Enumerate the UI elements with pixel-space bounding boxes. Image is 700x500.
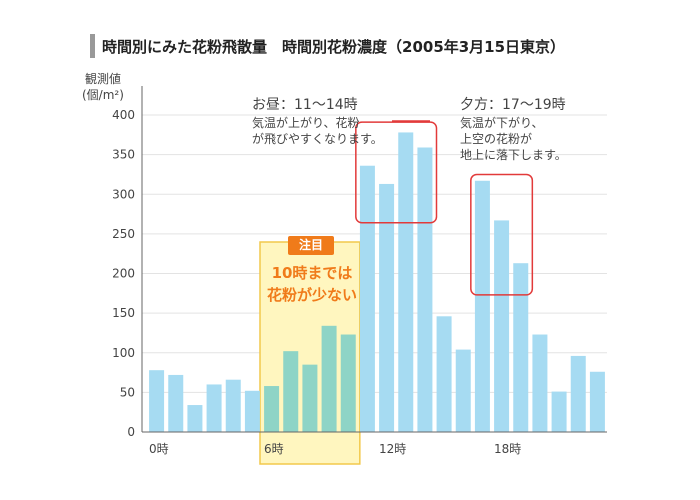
bar: [436, 316, 452, 432]
evening-annotation-line1: 気温が下がり、: [460, 116, 544, 130]
bar: [187, 405, 203, 432]
evening-callout-box: [470, 173, 534, 296]
bar: [321, 325, 337, 432]
x-tick-label: 6時: [264, 442, 284, 456]
midday-annotation-line1: 気温が上がり、花粉: [252, 116, 360, 130]
bar: [551, 391, 567, 432]
bar: [494, 220, 510, 432]
y-tick-label: 400: [112, 108, 135, 122]
bar: [513, 263, 529, 432]
x-tick-label: 12時: [379, 442, 406, 456]
focus-text-line2: 花粉が少ない: [266, 286, 357, 304]
y-tick-label: 0: [127, 425, 135, 439]
y-tick-label: 250: [112, 227, 135, 241]
bar: [168, 374, 184, 432]
bar: [398, 132, 414, 432]
y-axis-label-line1: 観測値: [84, 72, 121, 86]
title-accent-bar: [90, 34, 95, 58]
midday-callout-box: [355, 121, 438, 224]
evening-annotation-line3: 地上に落下します。: [460, 148, 567, 162]
midday-annotation-head: お昼：11〜14時: [252, 97, 358, 113]
bar: [417, 147, 433, 432]
bar: [149, 370, 165, 432]
y-tick-label: 350: [112, 148, 135, 162]
evening-annotation: 夕方：17〜19時 気温が下がり、 上空の花粉が 地上に落下します。: [460, 96, 567, 163]
bar: [244, 390, 260, 432]
x-tick-label: 18時: [494, 442, 521, 456]
focus-text: 10時までは 花粉が少ない: [262, 262, 362, 306]
y-tick-label: 100: [112, 346, 135, 360]
midday-annotation: お昼：11〜14時 気温が上がり、花粉 が飛びやすくなります。: [252, 96, 383, 147]
midday-annotation-line2: が飛びやすくなります。: [252, 132, 383, 146]
y-tick-label: 50: [120, 385, 135, 399]
bar: [264, 386, 280, 432]
bar: [589, 371, 605, 432]
y-tick-label: 150: [112, 306, 135, 320]
chart-title: 時間別にみた花粉飛散量 時間別花粉濃度（2005年3月15日東京）: [102, 38, 566, 56]
y-axis-label: 観測値 (個/m²): [82, 71, 124, 103]
focus-text-line1: 10時までは: [271, 264, 353, 282]
y-axis-label-line2: (個/m²): [82, 88, 124, 102]
bar: [359, 165, 375, 432]
bar: [225, 379, 241, 432]
bar: [455, 349, 471, 432]
bar: [379, 183, 395, 432]
bar: [532, 334, 548, 432]
focus-tag: 注目: [288, 236, 334, 255]
bar: [340, 334, 356, 432]
y-tick-label: 300: [112, 187, 135, 201]
bar: [283, 351, 299, 432]
bar: [302, 364, 318, 432]
evening-annotation-line2: 上空の花粉が: [460, 132, 533, 146]
bar: [474, 180, 490, 432]
bar: [206, 384, 222, 432]
x-tick-label: 0時: [149, 442, 169, 456]
bar: [570, 355, 586, 432]
evening-annotation-head: 夕方：17〜19時: [460, 97, 566, 113]
y-tick-label: 200: [112, 267, 135, 281]
